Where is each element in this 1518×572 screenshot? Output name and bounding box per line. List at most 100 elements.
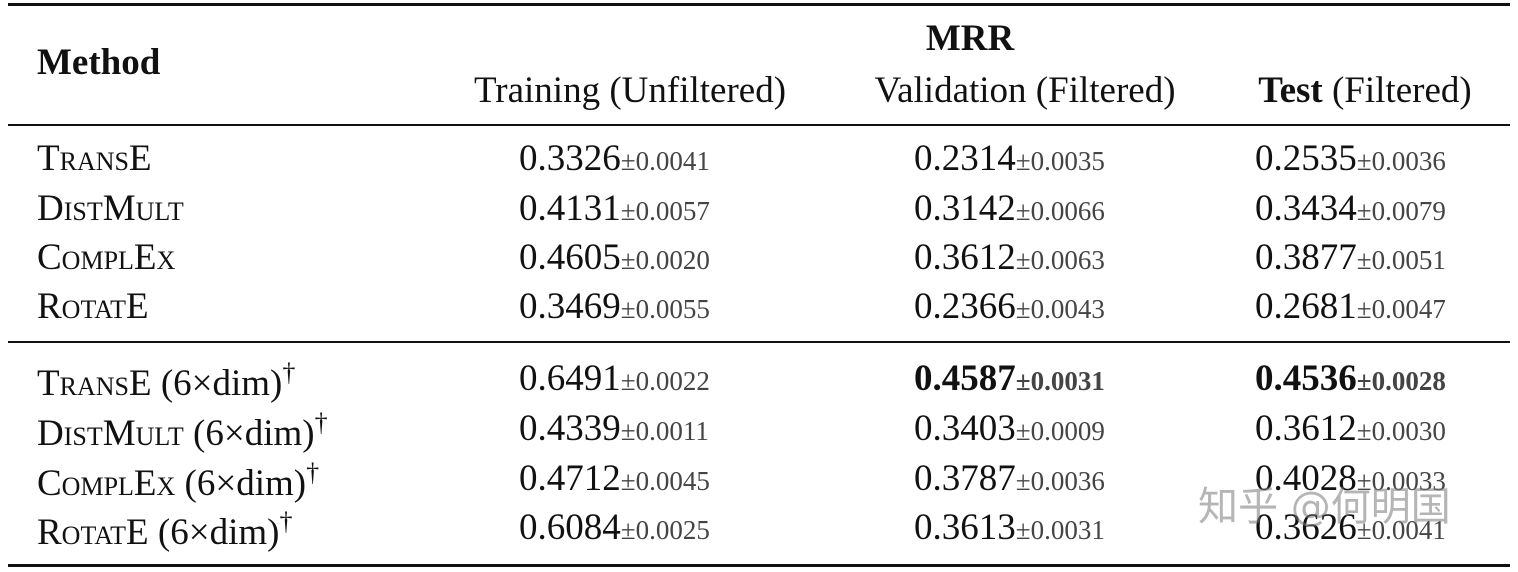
method-cell: DistMult (6×dim)† <box>37 408 328 454</box>
score-value: 0.3612 <box>1255 408 1357 449</box>
score-std: ±0.0041 <box>1356 515 1446 545</box>
method-mark: † <box>306 458 320 487</box>
score-cell: 0.4712±0.0045 <box>519 460 710 497</box>
method-name: TransE <box>37 138 152 179</box>
score-cell: 0.3626±0.0041 <box>1255 509 1446 546</box>
score-cell: 0.3877±0.0051 <box>1255 239 1446 276</box>
method-name: DistMult <box>37 413 184 454</box>
method-cell: RotatE <box>37 288 149 325</box>
score-cell: 0.3403±0.0009 <box>914 410 1105 447</box>
score-value: 0.2681 <box>1255 286 1357 327</box>
method-name: ComplEx <box>37 463 176 504</box>
score-value: 0.2366 <box>914 286 1016 327</box>
score-std: ±0.0009 <box>1015 416 1105 446</box>
method-mark: † <box>282 358 296 387</box>
score-cell: 0.3142±0.0066 <box>914 190 1105 227</box>
score-value: 0.3787 <box>914 458 1016 499</box>
score-cell: 0.2314±0.0035 <box>914 140 1105 177</box>
bottom-rule <box>8 564 1510 567</box>
column-header-text: Training (Unfiltered) <box>473 70 787 111</box>
score-std: ±0.0031 <box>1015 366 1105 396</box>
top-rule <box>8 3 1510 6</box>
score-cell: 0.3787±0.0036 <box>914 460 1105 497</box>
score-cell: 0.6084±0.0025 <box>519 509 710 546</box>
column-header-text: Validation (Filtered) <box>874 70 1176 111</box>
score-cell: 0.4587±0.0031 <box>914 360 1105 397</box>
score-value: 0.2535 <box>1255 138 1357 179</box>
score-cell: 0.3434±0.0079 <box>1255 190 1446 227</box>
score-cell: 0.4131±0.0057 <box>519 190 710 227</box>
score-value: 0.3626 <box>1255 507 1357 548</box>
score-value: 0.3612 <box>914 237 1016 278</box>
method-suffix: (6×dim) <box>160 363 283 404</box>
score-value: 0.3434 <box>1255 188 1357 229</box>
score-cell: 0.3469±0.0055 <box>519 288 710 325</box>
score-value: 0.6491 <box>519 358 621 399</box>
score-cell: 0.4339±0.0011 <box>519 410 709 447</box>
score-value: 0.3877 <box>1255 237 1357 278</box>
score-value: 0.6084 <box>519 507 621 548</box>
score-std: ±0.0036 <box>1015 466 1105 496</box>
score-cell: 0.3326±0.0041 <box>519 140 710 177</box>
method-cell: DistMult <box>37 190 184 227</box>
score-std: ±0.0025 <box>620 515 710 545</box>
score-cell: 0.2535±0.0036 <box>1255 140 1446 177</box>
score-value: 0.4131 <box>519 188 621 229</box>
score-value: 0.4605 <box>519 237 621 278</box>
method-suffix: (6×dim) <box>193 413 315 454</box>
score-value: 0.3613 <box>914 507 1016 548</box>
method-cell: ComplEx (6×dim)† <box>37 458 320 504</box>
score-std: ±0.0047 <box>1356 294 1446 324</box>
score-cell: 0.4536±0.0028 <box>1255 360 1446 397</box>
method-suffix: (6×dim) <box>184 463 307 504</box>
score-value: 0.4028 <box>1255 458 1357 499</box>
score-value: 0.3469 <box>519 286 621 327</box>
column-header: Test (Filtered) <box>1258 72 1471 109</box>
method-name: RotatE <box>37 286 149 327</box>
method-mark: † <box>279 507 293 536</box>
column-header-bold: Test <box>1258 70 1323 111</box>
method-cell: TransE <box>37 140 152 177</box>
score-std: ±0.0022 <box>620 366 710 396</box>
score-cell: 0.3613±0.0031 <box>914 509 1105 546</box>
score-std: ±0.0035 <box>1015 146 1105 176</box>
method-name: RotatE <box>37 512 149 553</box>
score-std: ±0.0030 <box>1356 416 1446 446</box>
score-std: ±0.0079 <box>1356 196 1446 226</box>
method-cell: RotatE (6×dim)† <box>37 507 293 553</box>
score-cell: 0.3612±0.0063 <box>914 239 1105 276</box>
score-value: 0.3142 <box>914 188 1016 229</box>
method-name: TransE <box>37 363 152 404</box>
score-std: ±0.0057 <box>620 196 710 226</box>
score-std: ±0.0033 <box>1356 466 1446 496</box>
score-cell: 0.2366±0.0043 <box>914 288 1105 325</box>
group-header: MRR <box>925 18 1015 59</box>
score-value: 0.2314 <box>914 138 1016 179</box>
method-suffix: (6×dim) <box>157 512 280 553</box>
score-std: ±0.0055 <box>620 294 710 324</box>
score-cell: 0.6491±0.0022 <box>519 360 710 397</box>
score-cell: 0.4605±0.0020 <box>519 239 710 276</box>
score-std: ±0.0020 <box>620 245 710 275</box>
column-header: Training (Unfiltered) <box>474 72 786 109</box>
score-value: 0.4712 <box>519 458 621 499</box>
header-rule <box>8 124 1510 126</box>
score-value: 0.3403 <box>914 408 1016 449</box>
score-cell: 0.2681±0.0047 <box>1255 288 1446 325</box>
score-value: 0.3326 <box>519 138 621 179</box>
score-value: 0.4587 <box>914 358 1016 399</box>
score-cell: 0.4028±0.0033 <box>1255 460 1446 497</box>
section-rule <box>8 341 1510 343</box>
score-std: ±0.0051 <box>1356 245 1446 275</box>
score-std: ±0.0063 <box>1015 245 1105 275</box>
score-value: 0.4536 <box>1255 358 1357 399</box>
method-mark: † <box>314 408 328 437</box>
column-header-text: (Filtered) <box>1331 70 1472 111</box>
score-std: ±0.0045 <box>620 466 710 496</box>
score-std: ±0.0043 <box>1015 294 1105 324</box>
score-std: ±0.0066 <box>1015 196 1105 226</box>
method-cell: TransE (6×dim)† <box>37 358 296 404</box>
score-value: 0.4339 <box>519 408 621 449</box>
score-std: ±0.0041 <box>620 146 710 176</box>
